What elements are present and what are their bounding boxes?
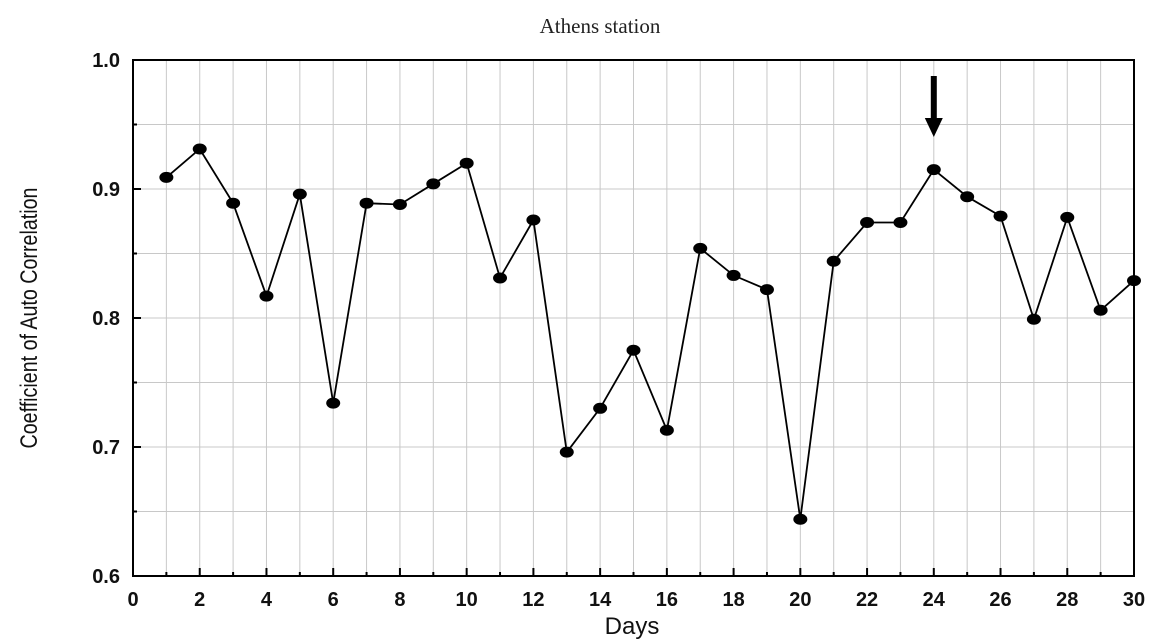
data-point: [359, 197, 374, 209]
x-tick-label: 16: [656, 589, 678, 611]
x-tick-label: 18: [722, 589, 744, 611]
data-point: [659, 424, 674, 436]
data-point: [693, 242, 708, 254]
data-point: [459, 157, 474, 169]
x-tick-label: 20: [789, 589, 811, 611]
y-tick-label: 0.8: [92, 308, 120, 330]
x-tick-label: 4: [261, 589, 273, 611]
data-point: [759, 284, 774, 296]
data-point: [1026, 313, 1041, 325]
y-tick-label: 1.0: [92, 50, 120, 72]
data-point: [1060, 211, 1075, 223]
x-tick-label: 26: [989, 589, 1011, 611]
data-point: [926, 164, 941, 176]
arrow-head: [924, 118, 943, 137]
y-tick-label: 0.9: [92, 179, 120, 201]
data-point: [259, 290, 274, 302]
data-point: [159, 171, 174, 183]
x-tick-labels: 0 2 4 6 8 10 12 14 16 18 20 22 24 26 28 30: [127, 589, 1145, 611]
data-point: [626, 344, 641, 356]
data-point: [226, 197, 241, 209]
data-point: [826, 255, 841, 267]
data-point: [392, 198, 407, 210]
data-point: [726, 269, 741, 281]
series: [159, 143, 1141, 525]
x-tick-label: 30: [1123, 589, 1145, 611]
data-point: [960, 191, 975, 203]
data-point: [593, 402, 608, 414]
x-tick-label: 2: [194, 589, 205, 611]
x-tick-label: 14: [589, 589, 612, 611]
x-tick-label: 22: [856, 589, 878, 611]
data-point: [526, 214, 541, 226]
data-point: [1093, 304, 1108, 316]
data-point: [893, 217, 908, 229]
data-point: [493, 272, 508, 284]
data-point: [860, 217, 875, 229]
plot-frame: [132, 59, 1135, 577]
y-axis-label: Coefficient of Auto Correlation: [15, 188, 42, 449]
x-tick-label: 24: [923, 589, 946, 611]
data-point: [993, 210, 1008, 222]
data-point: [1127, 275, 1141, 287]
data-point: [559, 446, 574, 458]
data-point: [192, 143, 207, 155]
x-tick-label: 0: [127, 589, 138, 611]
data-point: [793, 513, 808, 525]
x-tick-label: 28: [1056, 589, 1078, 611]
x-axis-label: Days: [605, 613, 660, 640]
data-point: [426, 178, 441, 190]
y-tick-label: 0.6: [92, 566, 120, 588]
annotation: [924, 76, 943, 137]
data-point: [326, 397, 341, 409]
data-point: [292, 188, 307, 200]
y-tick-labels: 0.6 0.7 0.8 0.9 1.0: [92, 50, 120, 588]
x-tick-label: 10: [456, 589, 478, 611]
x-tick-label: 6: [328, 589, 339, 611]
x-tick-label: 8: [394, 589, 405, 611]
series-line: [165, 147, 1135, 520]
y-tick-label: 0.7: [92, 437, 120, 459]
x-tick-label: 12: [522, 589, 544, 611]
chart-title: Athens station: [540, 14, 661, 38]
grid: [133, 60, 1134, 576]
